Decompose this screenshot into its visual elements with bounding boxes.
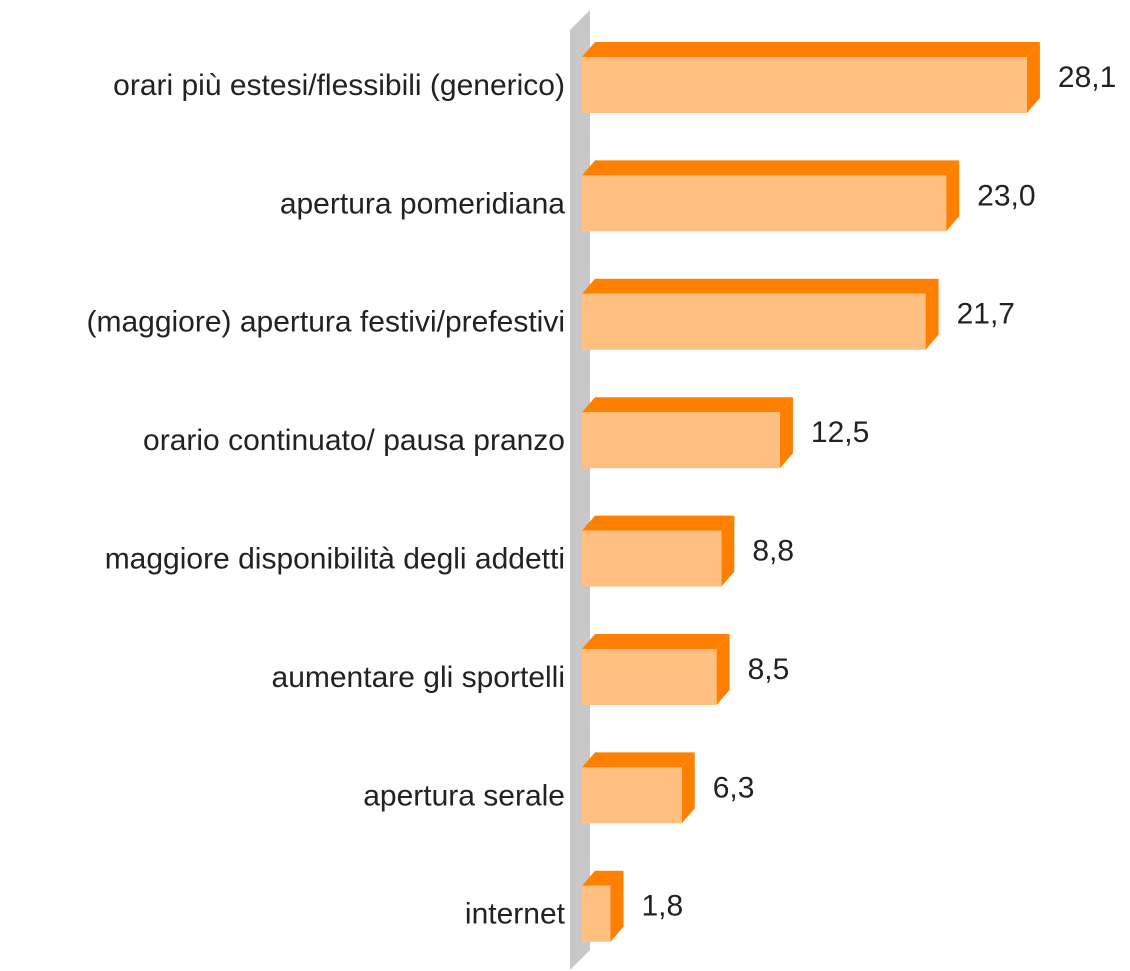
bar-side xyxy=(721,515,735,587)
category-label: apertura pomeridiana xyxy=(280,187,565,220)
bar-front xyxy=(582,293,926,350)
bar-top xyxy=(582,42,1040,57)
value-label: 12,5 xyxy=(811,416,869,449)
bar xyxy=(582,515,735,587)
value-label: 6,3 xyxy=(713,771,755,804)
value-label: 23,0 xyxy=(977,179,1035,212)
axis-wall xyxy=(570,10,590,970)
bar-side xyxy=(681,752,695,824)
category-label: (maggiore) apertura festivi/prefestivi xyxy=(86,306,565,339)
bar xyxy=(582,397,793,469)
category-label: orario continuato/ pausa pranzo xyxy=(143,424,565,457)
category-label: maggiore disponibilità degli addetti xyxy=(105,543,565,576)
bar-top xyxy=(582,160,960,176)
bar-front xyxy=(582,649,717,705)
bar-top xyxy=(582,870,624,886)
bar-top xyxy=(582,515,735,531)
bar-side xyxy=(925,278,939,350)
bar-front xyxy=(582,412,780,469)
bar-front xyxy=(582,175,947,232)
bar xyxy=(582,870,624,942)
category-label: orari più estesi/flessibili (generico) xyxy=(113,69,565,102)
category-label: apertura serale xyxy=(363,779,565,812)
bar-side xyxy=(610,870,624,942)
bar-front xyxy=(582,530,722,587)
bar xyxy=(582,278,939,350)
value-label: 8,8 xyxy=(752,535,794,568)
category-label: internet xyxy=(465,898,566,931)
bar-side xyxy=(946,160,960,232)
bar-top xyxy=(582,397,793,413)
bar-side xyxy=(716,634,730,705)
bar xyxy=(582,752,695,824)
bar-front xyxy=(582,57,1027,113)
bar-top xyxy=(582,752,695,768)
bar xyxy=(582,160,960,232)
category-label: aumentare gli sportelli xyxy=(272,661,565,694)
bar-top xyxy=(582,634,730,649)
value-label: 8,5 xyxy=(748,653,790,686)
value-label: 1,8 xyxy=(642,890,684,923)
bar-front xyxy=(582,767,682,824)
value-label: 21,7 xyxy=(957,298,1015,331)
bar xyxy=(582,634,730,705)
value-label: 28,1 xyxy=(1058,61,1116,94)
bar-front xyxy=(582,885,611,942)
bar-top xyxy=(582,278,939,294)
bar xyxy=(582,42,1040,113)
bar-side xyxy=(779,397,793,469)
bar-side xyxy=(1026,42,1040,113)
